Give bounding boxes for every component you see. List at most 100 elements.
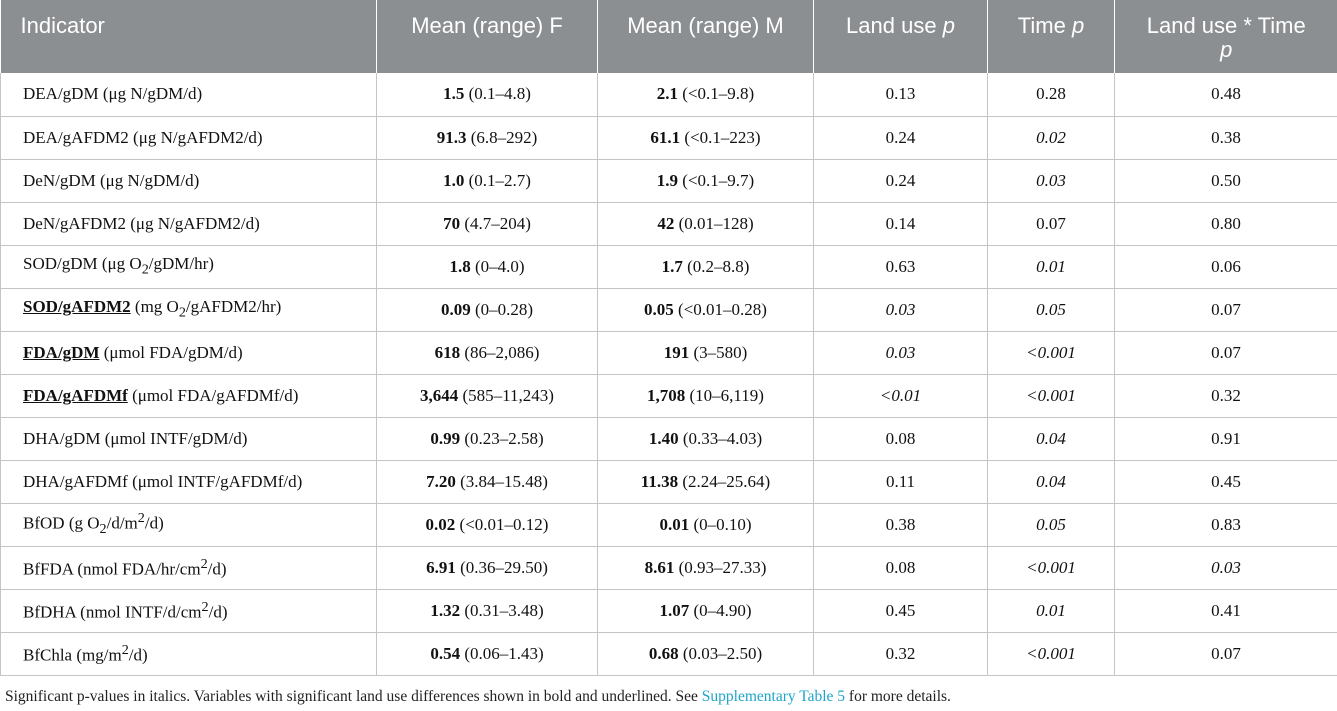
header-time-text: Time [1017, 13, 1072, 38]
mean-f-cell: 7.20 (3.84–15.48) [376, 460, 598, 504]
time-p-cell: 0.07 [987, 202, 1115, 246]
range-m-value: (<0.1–9.7) [678, 170, 755, 190]
interaction-p-cell: 0.91 [1114, 417, 1337, 461]
mean-m-cell: 2.1 (<0.1–9.8) [597, 73, 814, 117]
results-table: Indicator Mean (range) F Mean (range) M … [0, 0, 1337, 676]
table-row: SOD/gDM (μg O2/gDM/hr) 1.8 (0–4.0) 1.7 (0.… [0, 245, 1337, 289]
range-m-value: (0.33–4.03) [678, 428, 763, 448]
land-use-p-cell: 0.45 [813, 589, 988, 633]
time-p-cell: 0.28 [987, 73, 1115, 117]
indicator-name: SOD/gAFDM2 [23, 297, 131, 317]
unit-superscript: 2 [200, 555, 208, 572]
mean-f-value: 3,644 [420, 385, 459, 405]
mean-f-value: 1.5 [443, 84, 465, 104]
mean-m-value: 1,708 [647, 385, 686, 405]
footnote-text-after: for more details. [845, 687, 951, 705]
indicator-name: BfDHA [23, 602, 76, 622]
mean-f-cell: 0.54 (0.06–1.43) [376, 632, 598, 676]
header-mean-m: Mean (range) M [597, 0, 814, 73]
indicator-unit-end: /d) [208, 602, 228, 622]
range-m-value: (3–580) [689, 342, 748, 362]
header-interaction-text: Land use * Time [1146, 13, 1306, 38]
table-row: SOD/gAFDM2 (mg O2/gAFDM2/hr) 0.09 (0–0.28… [0, 288, 1337, 332]
interaction-p-cell: 0.32 [1114, 374, 1337, 418]
header-time-p-letter: p [1071, 13, 1085, 38]
mean-f-value: 1.32 [430, 600, 461, 620]
mean-f-value: 1.8 [449, 256, 471, 276]
table-row: FDA/gAFDMf (μmol FDA/gAFDMf/d) 3,644 (585… [0, 374, 1337, 418]
indicator-unit: (mg/m [72, 645, 122, 665]
table-row: BfDHA (nmol INTF/d/cm2/d) 1.32 (0.31–3.48… [0, 589, 1337, 633]
interaction-p-cell: 0.06 [1114, 245, 1337, 289]
mean-f-cell: 618 (86–2,086) [376, 331, 598, 375]
header-time-p: Time p [987, 0, 1115, 73]
mean-m-value: 61.1 [650, 127, 681, 147]
table-row: DeN/gAFDM2 (μg N/gAFDM2/d) 70 (4.7–204) 42… [0, 202, 1337, 246]
mean-m-cell: 1.9 (<0.1–9.7) [597, 159, 814, 203]
interaction-p-cell: 0.38 [1114, 116, 1337, 160]
mean-f-cell: 91.3 (6.8–292) [376, 116, 598, 160]
range-m-value: (2.24–25.64) [678, 471, 771, 491]
range-f-value: (3.84–15.48) [455, 471, 548, 491]
mean-m-value: 1.7 [661, 256, 683, 276]
interaction-p-cell: 0.50 [1114, 159, 1337, 203]
mean-m-value: 42 [657, 213, 675, 233]
header-row: Indicator Mean (range) F Mean (range) M … [0, 0, 1337, 73]
land-use-p-cell: 0.03 [813, 288, 988, 332]
time-p-cell: <0.001 [987, 632, 1115, 676]
interaction-p-cell: 0.48 [1114, 73, 1337, 117]
indicator-unit: (g O [64, 514, 100, 534]
range-m-value: (0–0.10) [689, 514, 752, 534]
header-mean-f: Mean (range) F [376, 0, 598, 73]
mean-m-cell: 191 (3–580) [597, 331, 814, 375]
mean-f-value: 6.91 [426, 557, 456, 577]
mean-f-value: 0.54 [430, 643, 461, 663]
indicator-name: DHA/gAFDMf [23, 471, 128, 491]
mean-f-value: 91.3 [436, 127, 467, 147]
unit-superscript: 2 [137, 510, 145, 527]
table-row: BfFDA (nmol FDA/hr/cm2/d) 6.91 (0.36–29.5… [0, 546, 1337, 590]
range-f-value: (0.31–3.48) [460, 600, 544, 620]
indicator-unit-end: /d) [207, 559, 227, 579]
table-row: FDA/gDM (μmol FDA/gDM/d) 618 (86–2,086) 19… [0, 331, 1337, 375]
indicator-unit: (μmol INTF/gDM/d) [100, 428, 248, 448]
mean-f-value: 618 [434, 342, 461, 362]
mean-f-value: 0.99 [430, 428, 461, 448]
land-use-p-cell: 0.63 [813, 245, 988, 289]
indicator-unit: (μg O [97, 254, 142, 274]
mean-f-value: 70 [443, 213, 461, 233]
range-f-value: (86–2,086) [460, 342, 540, 362]
indicator-name: DHA/gDM [23, 428, 101, 448]
indicator-cell: SOD/gDM (μg O2/gDM/hr) [0, 245, 377, 289]
header-interaction-p-letter: p [1220, 37, 1233, 62]
time-p-cell: 0.01 [987, 589, 1115, 633]
indicator-unit: (nmol FDA/hr/cm [73, 559, 201, 579]
mean-m-cell: 42 (0.01–128) [597, 202, 814, 246]
mean-f-value: 1.0 [443, 170, 465, 190]
land-use-p-cell: 0.38 [813, 503, 988, 547]
mean-m-value: 1.40 [648, 428, 679, 448]
header-land-use-p: Land use p [813, 0, 988, 73]
mean-m-cell: 0.05 (<0.01–0.28) [597, 288, 814, 332]
table-row: DHA/gAFDMf (μmol INTF/gAFDMf/d) 7.20 (3.8… [0, 460, 1337, 504]
range-m-value: (0–4.90) [689, 600, 752, 620]
table-row: BfChla (mg/m2/d) 0.54 (0.06–1.43) 0.68 (0.… [0, 632, 1337, 676]
indicator-name: SOD/gDM [23, 254, 98, 274]
table-footnote: Significant p-values in italics. Variabl… [0, 676, 1337, 706]
range-f-value: (0.06–1.43) [460, 643, 544, 663]
mean-m-value: 1.9 [656, 170, 679, 190]
mean-m-value: 0.68 [648, 643, 679, 663]
land-use-p-cell: 0.11 [813, 460, 988, 504]
range-m-value: (<0.1–223) [680, 127, 761, 147]
header-land-use-p-letter: p [942, 13, 955, 38]
range-f-value: (0.1–4.8) [464, 84, 531, 104]
indicator-name: BfFDA [23, 559, 74, 579]
range-f-value: (0–4.0) [470, 256, 525, 276]
range-f-value: (<0.01–0.12) [455, 514, 549, 534]
unit-superscript: 2 [121, 641, 129, 658]
table-row: DEA/gAFDM2 (μg N/gAFDM2/d) 91.3 (6.8–292)… [0, 116, 1337, 160]
mean-m-cell: 1,708 (10–6,119) [597, 374, 814, 418]
supplementary-table-link[interactable]: Supplementary Table 5 [701, 687, 846, 705]
interaction-p-cell: 0.80 [1114, 202, 1337, 246]
range-f-value: (0.1–2.7) [464, 170, 531, 190]
